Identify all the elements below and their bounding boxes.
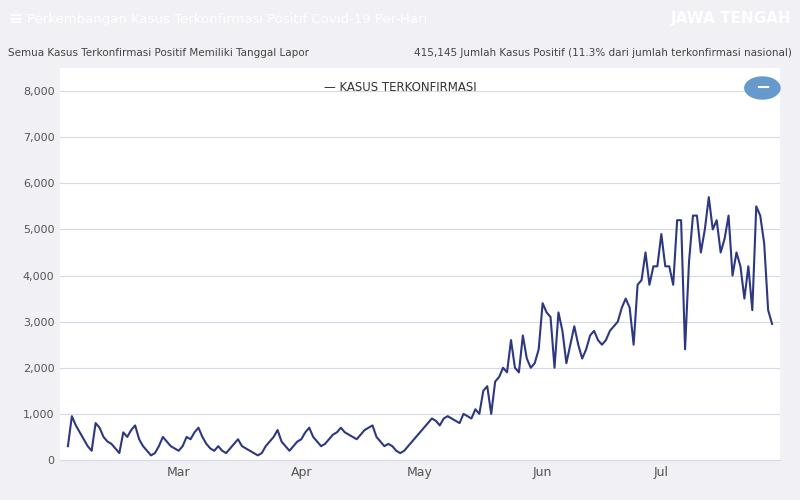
Text: — KASUS TERKONFIRMASI: — KASUS TERKONFIRMASI bbox=[324, 81, 476, 94]
Text: −: − bbox=[755, 79, 770, 97]
Text: Perkembangan Kasus Terkonfirmasi Positif Covid-19 Per-Hari: Perkembangan Kasus Terkonfirmasi Positif… bbox=[27, 12, 427, 26]
Text: 415,145 Jumlah Kasus Positif (11.3% dari jumlah terkonfirmasi nasional): 415,145 Jumlah Kasus Positif (11.3% dari… bbox=[414, 48, 792, 58]
Text: JAWA TENGAH: JAWA TENGAH bbox=[671, 12, 792, 26]
Text: ≡: ≡ bbox=[8, 10, 22, 28]
Text: Semua Kasus Terkonfirmasi Positif Memiliki Tanggal Lapor: Semua Kasus Terkonfirmasi Positif Memili… bbox=[8, 48, 309, 58]
